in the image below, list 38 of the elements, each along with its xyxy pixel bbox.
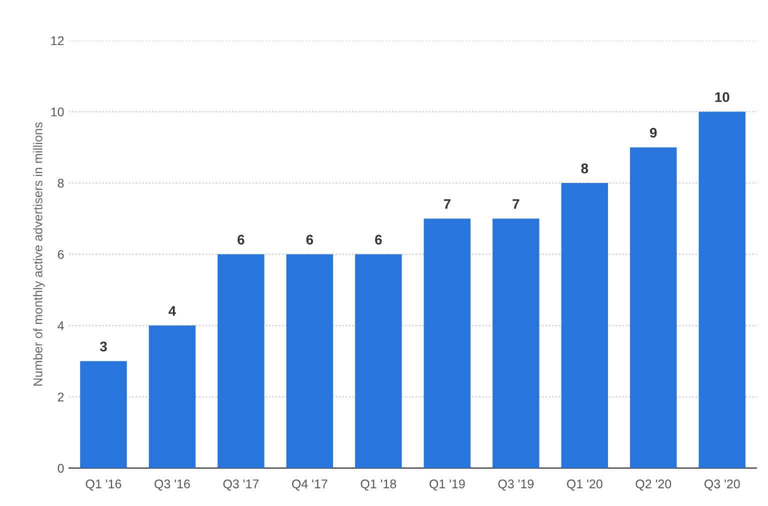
data-label: 6 <box>238 234 244 245</box>
data-label: 7 <box>444 199 450 209</box>
data-label: 4 <box>168 306 176 316</box>
x-tick-label: Q3 '16 <box>154 479 190 491</box>
x-tick-label: Q3 '17 <box>223 479 259 491</box>
bar <box>630 147 677 468</box>
bar <box>355 254 402 468</box>
y-tick-label: 2 <box>58 392 64 402</box>
data-label: 3 <box>100 342 107 352</box>
y-tick-label: 12 <box>51 36 64 46</box>
y-axis-title: Number of monthly active advertisers in millions <box>33 122 45 386</box>
x-tick-label: Q3 '19 <box>498 479 534 491</box>
y-tick-label: 4 <box>58 321 64 330</box>
x-tick-label: Q1 '16 <box>86 479 122 491</box>
x-tick-label: Q2 '20 <box>636 479 672 491</box>
x-tick-label: Q1 '20 <box>567 479 602 491</box>
y-tick-label: 10 <box>51 108 64 116</box>
data-label: 6 <box>375 234 382 245</box>
bar <box>286 254 334 468</box>
x-tick-label: Q1 '19 <box>430 479 465 491</box>
x-tick-label: Q3 '20 <box>704 479 740 491</box>
data-label: 9 <box>650 128 657 138</box>
bar <box>424 218 471 468</box>
bar <box>698 112 746 468</box>
data-label: 6 <box>306 234 314 245</box>
bar <box>218 254 264 468</box>
y-tick-label: 8 <box>58 178 64 188</box>
data-label: 10 <box>715 92 730 102</box>
bar <box>80 361 127 468</box>
x-tick-label: Q4 '17 <box>292 479 328 491</box>
bar <box>492 218 540 468</box>
bar <box>148 326 196 468</box>
y-tick-label: 6 <box>58 250 64 259</box>
bar <box>561 183 608 468</box>
data-label: 8 <box>581 163 588 174</box>
data-label: 7 <box>512 199 520 209</box>
x-tick-label: Q1 '18 <box>360 479 396 491</box>
y-tick-label: 0 <box>58 464 64 473</box>
